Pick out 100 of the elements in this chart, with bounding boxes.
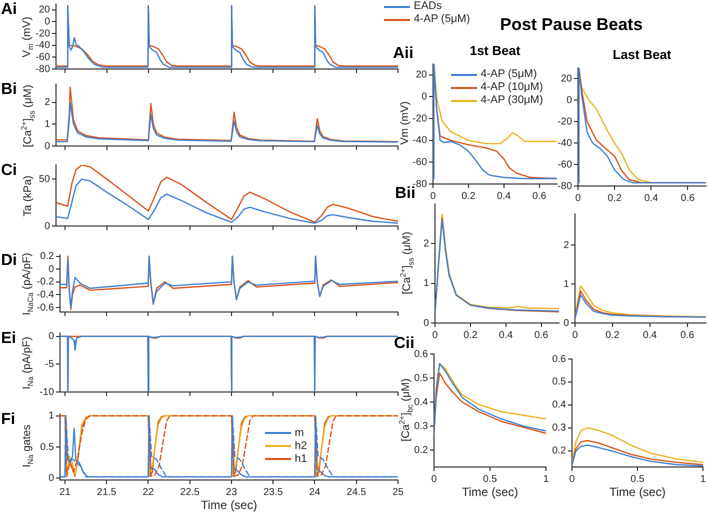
x-axis-title: Time (sec) (200, 498, 258, 512)
y-tick-label: 1 (48, 410, 54, 422)
y-tick-label: 0.2 (414, 444, 428, 456)
y-tick-label: 0.2 (40, 251, 54, 262)
x-tick-label: 23 (226, 486, 238, 498)
chart-title: Ai (1, 1, 17, 19)
chart-title: Aii (393, 45, 414, 63)
y-tick-label: -20 (36, 28, 50, 40)
y-tick-label: 1 (563, 278, 570, 290)
y-tick-label: 0 (44, 16, 50, 28)
legend-label: m (294, 426, 304, 440)
chart-title: Ei (1, 330, 16, 348)
legend-label: 4-AP (30μM) (480, 94, 543, 107)
chart-title: Di (1, 252, 17, 270)
chart-title: Ci (1, 162, 17, 180)
x-tick-label: 0 (432, 330, 438, 341)
y-tick-label: 20 (560, 73, 572, 84)
y-tick-label: -80 (412, 178, 428, 190)
y-tick-label: -60 (36, 52, 50, 63)
x-tick-label: 25 (392, 486, 404, 498)
y-tick-label: 0.6 (414, 348, 428, 360)
x-tick-label: 0.4 (498, 330, 514, 341)
x-tick-label: 21.5 (96, 486, 117, 498)
chart-subtitle: Last Beat (612, 47, 672, 62)
y-tick-label: 20 (416, 70, 428, 81)
y-tick-label: -0.2 (36, 276, 54, 288)
x-tick-label: 0.4 (642, 330, 658, 341)
y-tick-label: -80 (558, 180, 572, 192)
legend-label: 4-AP (5μM) (414, 13, 470, 26)
y-tick-label: -80 (36, 64, 50, 75)
y-tick-label: -0.6 (36, 302, 54, 314)
x-tick-label: 24.5 (346, 486, 367, 498)
y-tick-label: -5 (45, 358, 54, 370)
chart-title: Fi (1, 411, 16, 429)
y-tick-label: -40 (36, 40, 50, 52)
x-tick-label: 0.6 (534, 330, 549, 341)
x-tick-label: 21 (59, 486, 71, 498)
y-tick-label: 0.3 (414, 420, 428, 432)
y-tick-label: -60 (412, 156, 428, 168)
x-tick-label: 0.5 (483, 474, 498, 485)
y-tick-label: 0 (421, 91, 428, 102)
y-tick-label: 2 (44, 97, 50, 108)
x-tick-label: 0 (430, 190, 436, 202)
y-axis-title: Ta (kPa) (22, 176, 34, 216)
x-tick-label: 0 (575, 192, 582, 204)
y-tick-label: 0.2 (552, 446, 566, 457)
x-tick-label: 0 (431, 474, 438, 485)
y-tick-label: -40 (412, 135, 428, 146)
y-tick-label: 0 (44, 140, 50, 152)
x-tick-label: 0.6 (532, 190, 547, 202)
x-tick-label: 1 (543, 474, 550, 485)
y-tick-label: 0.3 (552, 422, 566, 434)
y-tick-label: -40 (558, 138, 572, 149)
y-tick-label: 2 (423, 238, 430, 250)
text: Post Pause Beats (500, 15, 643, 35)
y-tick-label: 0 (563, 318, 570, 329)
x-tick-label: 1 (700, 474, 706, 485)
y-tick-label: 0 (44, 220, 50, 232)
legend-label: EADs (414, 0, 442, 13)
y-tick-label: 20 (38, 4, 50, 16)
x-tick-label: 0.4 (496, 190, 512, 202)
chart-title: Bi (1, 81, 17, 99)
x-tick-label: 23.5 (263, 486, 284, 498)
x-tick-label: 0.6 (680, 192, 696, 204)
chart-subtitle: 1st Beat (470, 43, 520, 58)
x-tick-label: 0.4 (644, 192, 659, 204)
y-tick-label: 0 (566, 94, 572, 106)
y-tick-label: 50 (38, 174, 50, 185)
x-axis-title: Time (sec) (609, 485, 666, 500)
legend-label: 4-AP (5μM) (480, 68, 537, 81)
x-axis-title: Time (sec) (462, 485, 518, 500)
x-tick-label: 0.2 (608, 192, 622, 204)
chart-title: Bii (395, 185, 416, 203)
x-tick-label: 0.6 (680, 330, 695, 341)
y-tick-label: -0.4 (36, 289, 54, 300)
y-tick-label: 0 (48, 264, 54, 275)
y-tick-label: 0.5 (414, 372, 428, 384)
y-tick-label: 0.5 (552, 376, 566, 388)
y-axis-title: Vm (mV) (399, 101, 411, 145)
x-tick-label: 0.2 (463, 330, 478, 341)
x-tick-label: 24 (309, 486, 321, 498)
x-tick-label: 0.2 (605, 330, 620, 341)
y-tick-label: 0.4 (552, 400, 566, 411)
y-tick-label: 2 (563, 240, 570, 251)
x-tick-label: 0.2 (461, 190, 476, 202)
y-tick-label: 1 (423, 278, 430, 290)
y-tick-label: 0.4 (414, 396, 428, 408)
y-tick-label: 0.6 (552, 354, 566, 365)
x-tick-label: 0.5 (630, 474, 645, 485)
legend-label: h1 (294, 452, 307, 466)
x-tick-label: 22 (142, 486, 154, 498)
legend-label: h2 (294, 440, 307, 452)
chart-title: Cii (394, 335, 414, 353)
legend-label: 4-AP (10μM) (480, 81, 543, 94)
y-tick-label: 0 (423, 318, 430, 329)
y-tick-label: -20 (412, 113, 428, 124)
x-tick-label: 22.5 (180, 486, 200, 498)
y-tick-label: 1 (44, 118, 50, 130)
y-tick-label: -60 (558, 159, 572, 170)
y-tick-label: 0.5 (40, 442, 54, 453)
